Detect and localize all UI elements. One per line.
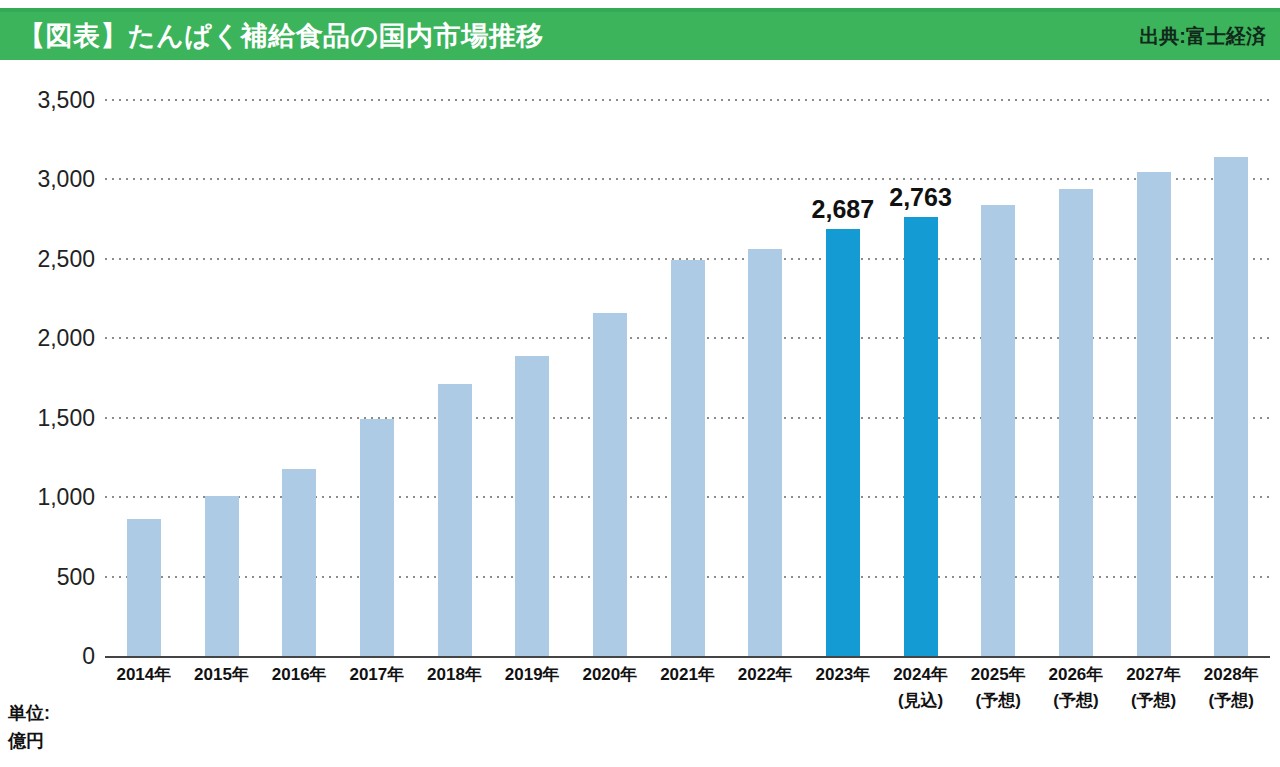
x-tick-label-2028年: 2028年(予想) xyxy=(1192,662,1270,715)
unit-note-line2: 億円 xyxy=(8,728,50,756)
x-tick-label-2016年: 2016年 xyxy=(260,662,338,715)
y-tick-label: 500 xyxy=(57,563,95,590)
bar-slot-2025年 xyxy=(959,100,1037,656)
x-tick-label-2022年: 2022年 xyxy=(726,662,804,715)
bar-slot-2018年 xyxy=(416,100,494,656)
bar-slot-2015年 xyxy=(183,100,261,656)
y-tick-label: 3,000 xyxy=(37,166,95,193)
y-axis-labels: 05001,0001,5002,0002,5003,0003,500 xyxy=(0,100,95,656)
bar-slot-2021年 xyxy=(649,100,727,656)
x-tick-label-2024年: 2024年(見込) xyxy=(882,662,960,715)
unit-note: 単位: 億円 xyxy=(8,700,50,756)
x-axis-labels: 2014年2015年2016年2017年2018年2019年2020年2021年… xyxy=(105,662,1270,715)
x-tick-label-2027年: 2027年(予想) xyxy=(1115,662,1193,715)
y-tick-label: 1,500 xyxy=(37,404,95,431)
bar-slot-2023年: 2,687 xyxy=(804,100,882,656)
plot-area: 2,687 2,763 xyxy=(105,100,1270,658)
bar-chart: 0 500 1,000 1,500 2,000 2,500 3,000 3,500 2,687… xyxy=(0,60,1280,767)
bar-2020年 xyxy=(593,313,627,656)
chart-source: 出典:富士経済 xyxy=(1139,23,1266,50)
unit-note-line1: 単位: xyxy=(8,700,50,728)
x-tick-label-2018年: 2018年 xyxy=(416,662,494,715)
bar-2016年 xyxy=(282,469,316,656)
bar-slot-2017年 xyxy=(338,100,416,656)
bar-2024年 xyxy=(904,217,938,656)
bar-2017年 xyxy=(360,419,394,656)
bar-2014年 xyxy=(127,519,161,656)
bar-2025年 xyxy=(981,205,1015,656)
bar-2026年 xyxy=(1059,189,1093,656)
bar-2015年 xyxy=(205,496,239,656)
bar-2021年 xyxy=(671,260,705,656)
bar-slot-2028年 xyxy=(1192,100,1270,656)
y-tick-label: 0 xyxy=(82,643,95,670)
bar-2022年 xyxy=(748,249,782,656)
x-tick-label-2023年: 2023年 xyxy=(804,662,882,715)
bar-2027年 xyxy=(1137,172,1171,657)
x-tick-label-2026年: 2026年(予想) xyxy=(1037,662,1115,715)
bar-2018年 xyxy=(438,384,472,656)
y-tick-label: 2,000 xyxy=(37,325,95,352)
x-tick-label-2015年: 2015年 xyxy=(183,662,261,715)
bar-slot-2022年 xyxy=(726,100,804,656)
bar-slot-2027年 xyxy=(1115,100,1193,656)
bar-slot-2016年 xyxy=(260,100,338,656)
x-tick-label-2017年: 2017年 xyxy=(338,662,416,715)
bar-slot-2024年: 2,763 xyxy=(882,100,960,656)
x-tick-label-2019年: 2019年 xyxy=(493,662,571,715)
bars-layer: 2,687 2,763 xyxy=(105,100,1270,656)
chart-header-band: 【図表】たんぱく補給食品の国内市場推移 出典:富士経済 xyxy=(0,8,1280,60)
bar-2019年 xyxy=(515,356,549,656)
y-tick-label: 3,500 xyxy=(37,87,95,114)
bar-slot-2019年 xyxy=(493,100,571,656)
x-tick-label-2021年: 2021年 xyxy=(649,662,727,715)
bar-2023年 xyxy=(826,229,860,656)
page: 【図表】たんぱく補給食品の国内市場推移 出典:富士経済 0 500 1,000 1,5… xyxy=(0,0,1280,767)
x-tick-label-2020年: 2020年 xyxy=(571,662,649,715)
y-tick-label: 2,500 xyxy=(37,245,95,272)
y-tick-label: 1,000 xyxy=(37,484,95,511)
bar-slot-2020年 xyxy=(571,100,649,656)
x-tick-label-2025年: 2025年(予想) xyxy=(959,662,1037,715)
bar-slot-2014年 xyxy=(105,100,183,656)
bar-2028年 xyxy=(1214,157,1248,656)
chart-title: 【図表】たんぱく補給食品の国内市場推移 xyxy=(18,18,544,54)
x-tick-label-2014年: 2014年 xyxy=(105,662,183,715)
bar-value-label-2023年: 2,687 xyxy=(812,195,875,224)
bar-value-label-2024年: 2,763 xyxy=(889,183,952,212)
bar-slot-2026年 xyxy=(1037,100,1115,656)
